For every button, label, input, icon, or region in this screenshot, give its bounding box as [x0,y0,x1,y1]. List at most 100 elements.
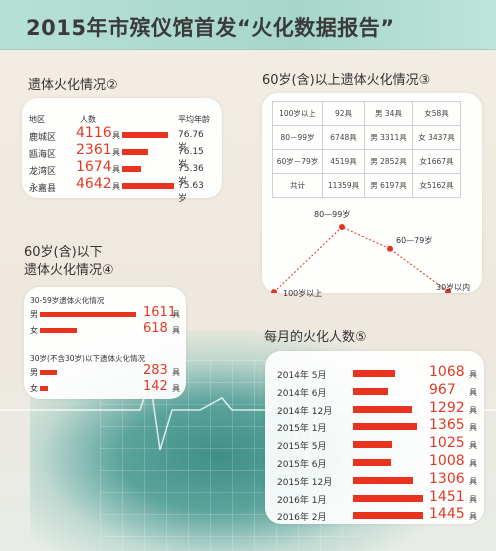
month-row: 2014年 6月 967 具 [265,382,491,401]
month-row: 2014年 12月 1292 具 [265,400,491,419]
card-monthly: 2014年 5月 1068 具 2014年 6月 967 具 2014年 12月 1292 具 2… [265,351,484,524]
count-unit: 具 [469,405,477,415]
month-count: 1292 [429,399,465,416]
table-cell: 60岁－79岁 [272,149,323,174]
month-count: 1068 [429,364,465,380]
over60-point-label: 80—99岁 [314,210,351,219]
count-unit: 具 [469,441,477,451]
region-avg-age: 76.76岁 [178,130,204,153]
region-row: 鹿城区 4116 具 76.76岁 [22,125,212,153]
gender-bar [40,312,136,317]
month-label: 2015年 12月 [277,477,333,488]
month-label: 2015年 6月 [277,460,327,470]
table-cell: 男 6197具 [364,173,413,198]
month-count: 1025 [429,435,465,452]
table-cell: 男 3311具 [364,125,413,150]
region-bar [122,132,168,138]
month-bar [353,405,412,413]
region-name: 瓯海区 [29,150,57,160]
count-unit: 具 [112,182,120,191]
group-title: 30-59岁遗体火化情况 [30,296,105,305]
table-row: 80－99岁 6748具男 3311具女 3437具 [272,125,461,150]
region-row: 龙湾区 1674 具 75.36岁 [22,159,212,187]
month-label: 2016年 2月 [277,513,327,524]
month-row: 2015年 6月 1008 具 [265,453,491,472]
month-count: 967 [429,381,456,398]
table-cell: 女5162具 [412,173,461,198]
month-label: 2014年 5月 [277,371,327,381]
table-cell: 6748具 [322,125,365,150]
gender-count: 142 [143,379,168,394]
count-unit: 具 [469,423,477,433]
count-unit: 具 [469,370,477,379]
over60-point-label: 30岁以内 [436,282,471,292]
region-row: 瓯海区 2361 具 76.15岁 [22,142,212,170]
region-avg-age: 76.15岁 [178,147,204,170]
month-row: 2015年 5月 1025 具 [265,435,491,454]
month-row: 2016年 2月 1445 具 [265,506,491,525]
section-under60-title-line2: 遗体火化情况④ [24,263,114,278]
count-unit: 具 [112,148,120,157]
region-name: 鹿城区 [29,133,57,143]
region-count: 1674 [76,159,112,175]
region-name: 龙湾区 [29,167,57,177]
gender-count: 618 [143,321,168,336]
count-unit: 具 [172,368,180,377]
month-count: 1306 [429,470,465,487]
month-label: 2016年 1月 [277,495,327,506]
count-unit: 具 [172,384,180,393]
gender-bar [40,386,48,391]
count-unit: 具 [172,326,180,335]
month-count: 1451 [429,488,465,505]
over60-point [271,289,277,293]
table-cell: 11359具 [322,173,365,198]
over60-point [339,224,345,230]
month-label: 2015年 5月 [277,442,327,453]
over60-point [387,245,393,252]
month-row: 2016年 1月 1451 具 [265,489,491,508]
col-header-count: 人数 [80,115,96,124]
col-header-avg-age: 平均年龄 [178,115,210,124]
month-row: 2015年 1月 1365 具 [265,417,491,436]
gender-label: 女 [30,326,38,335]
region-name: 永嘉县 [29,184,57,194]
count-unit: 具 [469,512,477,522]
header-banner: 2015年市殡仪馆首发“火化数据报告” [0,0,496,50]
region-avg-age: 75.63岁 [178,181,204,204]
over60-table: 100岁以上 92具男 34具 女58具 80－99岁 6748具男 3311具女 34… [272,101,461,198]
month-row: 2015年 12月 1306 具 [265,471,491,490]
over60-point-label: 100岁以上 [283,289,323,299]
count-unit: 具 [469,476,477,486]
card-under60: 30-59岁遗体火化情况男 1611 具女 618 具 30岁(不含30岁)以下遗体火化情… [24,287,186,399]
gender-label: 男 [30,368,38,377]
gender-label: 男 [30,310,38,319]
page-title: 2015年市殡仪馆首发“火化数据报告” [26,16,395,40]
count-unit: 具 [112,131,120,140]
card-over60: 100岁以上 92具男 34具 女58具 80－99岁 6748具男 3311具女 34… [262,93,482,298]
month-bar [353,459,391,466]
region-bar [122,183,174,189]
table-row: 共计 11359具男 6197具 女5162具 [272,173,461,198]
over60-line-chart [271,224,451,293]
region-row: 永嘉县 4642 具 75.63岁 [22,176,212,204]
month-bar [353,370,395,377]
section-monthly-title: 每月的火化人数⑤ [264,330,367,345]
col-header-region: 地区 [29,115,45,124]
region-count: 4642 [76,176,112,192]
month-row: 2014年 5月 1068 具 [265,364,491,383]
month-label: 2014年 12月 [277,406,333,417]
region-avg-age: 75.36岁 [178,164,204,187]
table-cell: 92具 [322,101,365,126]
table-cell: 男 2852具 [364,149,413,174]
month-count: 1445 [429,506,465,523]
region-bar [122,149,148,155]
section-over60-title: 60岁(含)以上遗体火化情况③ [262,73,431,88]
section-cremation-title: 遗体火化情况② [28,78,118,93]
gender-count: 283 [143,363,168,378]
count-unit: 具 [469,494,477,504]
over60-point [445,288,451,293]
month-bar [353,387,388,395]
month-bar [353,476,413,484]
card-cremation-by-region: 地区 人数 平均年龄 鹿城区 4116 具 76.76岁 瓯海区 2361 具 76.15岁龙… [22,98,222,204]
region-count: 4116 [76,125,112,141]
